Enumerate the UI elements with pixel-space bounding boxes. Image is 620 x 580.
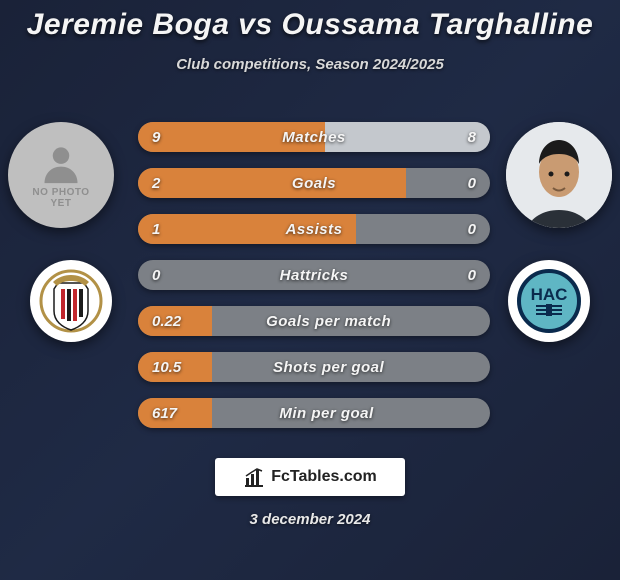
stat-value-left: 617 (138, 405, 177, 422)
person-silhouette-icon (39, 141, 83, 185)
subtitle: Club competitions, Season 2024/2025 (0, 56, 620, 73)
stat-label: Hattricks (160, 267, 467, 284)
stat-value-right: 0 (468, 175, 490, 192)
stat-value-left: 1 (138, 221, 160, 238)
stat-value-right: 0 (468, 267, 490, 284)
page-title: Jeremie Boga vs Oussama Targhalline (0, 8, 620, 42)
branding-text: FcTables.com (271, 468, 377, 486)
right-player-photo (506, 122, 612, 228)
branding-badge[interactable]: FcTables.com (215, 458, 405, 496)
stat-value-right: 0 (468, 221, 490, 238)
stat-label: Goals (160, 175, 467, 192)
hac-crest-icon: HAC (516, 268, 582, 334)
stat-value-left: 0 (138, 267, 160, 284)
stat-row: 9Matches8 (138, 122, 490, 152)
stat-label: Assists (160, 221, 467, 238)
svg-text:HAC: HAC (531, 285, 568, 304)
stat-value-left: 10.5 (138, 359, 181, 376)
stat-label: Min per goal (177, 405, 476, 422)
stat-value-left: 9 (138, 129, 160, 146)
no-photo-line1: NO PHOTO (32, 187, 89, 198)
left-club-crest (30, 260, 112, 342)
stat-value-left: 0.22 (138, 313, 181, 330)
stat-label: Shots per goal (181, 359, 476, 376)
player-portrait-icon (506, 122, 612, 228)
right-club-crest: HAC (508, 260, 590, 342)
stat-value-left: 2 (138, 175, 160, 192)
stat-row: 2Goals0 (138, 168, 490, 198)
stat-value-right: 8 (468, 129, 490, 146)
comparison-card: Jeremie Boga vs Oussama Targhalline Club… (0, 0, 620, 580)
no-photo-placeholder: NO PHOTO YET (8, 122, 114, 228)
stat-label: Goals per match (181, 313, 476, 330)
stat-row: 0.22Goals per match (138, 306, 490, 336)
stat-row: 617Min per goal (138, 398, 490, 428)
stat-row: 0Hattricks0 (138, 260, 490, 290)
stats-list: 9Matches82Goals01Assists00Hattricks00.22… (138, 122, 490, 444)
stat-row: 1Assists0 (138, 214, 490, 244)
stat-row: 10.5Shots per goal (138, 352, 490, 382)
ogc-nice-crest-icon (38, 268, 104, 334)
stat-label: Matches (160, 129, 467, 146)
left-player-photo: NO PHOTO YET (8, 122, 114, 228)
comparison-date: 3 december 2024 (0, 511, 620, 528)
no-photo-line2: YET (51, 198, 72, 209)
chart-logo-icon (243, 466, 265, 488)
